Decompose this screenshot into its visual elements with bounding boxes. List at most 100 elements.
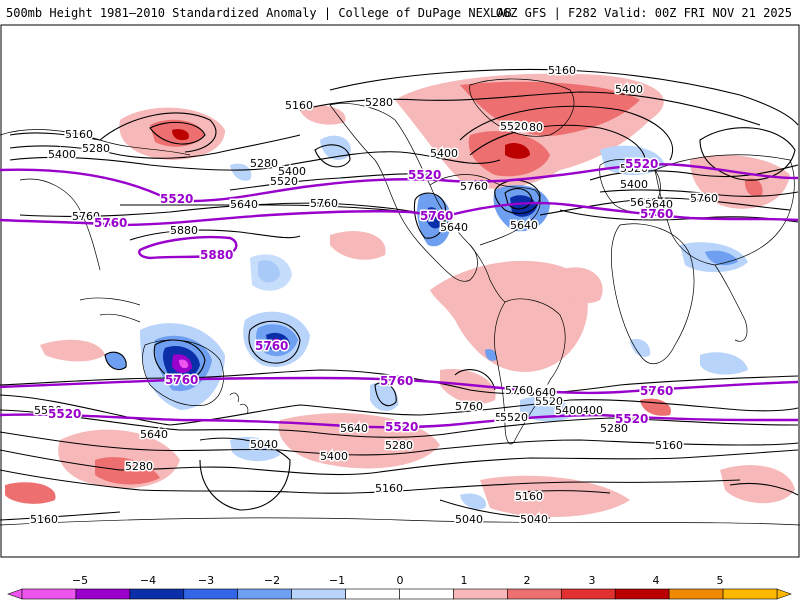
- contour-5160-bottom: [0, 482, 799, 521]
- colorbar-tick-label: 0: [397, 574, 404, 587]
- coast-africa: [610, 223, 695, 365]
- contour-gl-low-2: [504, 187, 533, 210]
- coast-nz: [229, 392, 249, 415]
- contour-label: 5640: [528, 386, 556, 399]
- model-run-info: 06Z GFS | F282 Valid: 00Z FRI NOV 21 202…: [495, 6, 792, 20]
- colorbar-right-arrow: [776, 588, 792, 600]
- purple-contour-label: 5760: [640, 207, 673, 221]
- contour-5280-alaska: [9, 134, 301, 159]
- purple-contour-label: 5520: [385, 420, 418, 434]
- coastlines: [0, 78, 800, 526]
- coast-greenland: [469, 78, 575, 137]
- contour-label: 5280: [365, 96, 393, 109]
- colorbar-cell: [345, 588, 400, 600]
- coast-central-america: [469, 244, 506, 303]
- contour-label: 5520: [620, 162, 648, 175]
- contour-5520-east: [599, 189, 799, 197]
- positive-anomaly-hudson-core: [505, 143, 530, 159]
- colorbar-tick-label: 4: [653, 574, 660, 587]
- contour-label: 5280: [82, 142, 110, 155]
- contour-5400-south: [0, 431, 799, 456]
- purple-contour-label: 5520: [625, 157, 658, 171]
- contour-label: 5640: [510, 219, 538, 232]
- contour-5160-north: [329, 68, 799, 126]
- contour-nw-loop: [314, 144, 351, 168]
- colorbar-tick-label: 5: [717, 574, 724, 587]
- coast-antarctica: [0, 517, 800, 526]
- contour-label: 5400: [320, 450, 348, 463]
- colorbar-cell: [507, 588, 562, 600]
- positive-anomaly-atlantic: [430, 260, 588, 372]
- positive-anomaly-sw: [5, 482, 56, 504]
- contour-5760-north: [19, 202, 431, 217]
- purple-contour-label: 5760: [94, 216, 127, 230]
- colorbar-tick-label: −2: [264, 574, 280, 587]
- purple-contour-label: 5520: [615, 412, 648, 426]
- positive-anomaly-greenland-core: [460, 81, 640, 136]
- colorbar-tick-label: −3: [198, 574, 214, 587]
- coast-europe: [599, 159, 661, 213]
- purple-5520-north: [0, 163, 799, 203]
- colorbar: −5 −4 −3 −2 −1 0 1 2 3 4 5: [7, 574, 792, 600]
- contour-label: 5640: [440, 221, 468, 234]
- negative-anomaly-indian: [105, 352, 127, 370]
- contour-label: 5520: [500, 411, 528, 424]
- purple-contour-label: 5520: [160, 192, 193, 206]
- contour-5880-tropic: [129, 229, 301, 241]
- coast-south-america: [494, 298, 566, 445]
- contour-label: 5400: [555, 404, 583, 417]
- positive-anomaly-south-atlantic: [440, 369, 496, 405]
- contour-5520-south: [0, 409, 799, 438]
- contour-label: 5280: [515, 121, 543, 134]
- contour-label: 5400: [278, 165, 306, 178]
- purple-contour-label: 5520: [408, 168, 441, 182]
- contour-greenland-a: [459, 105, 674, 161]
- contour-5640-east: [539, 197, 791, 216]
- colorbar-tick-label: 1: [461, 574, 468, 587]
- contour-label: 5040: [520, 513, 548, 526]
- contour-greenland-b: [469, 124, 647, 171]
- contour-label: 5640: [630, 196, 658, 209]
- colorbar-cell: [21, 588, 77, 600]
- contour-label: 5160: [30, 513, 58, 526]
- contour-5160-alaska: [9, 112, 217, 153]
- contour-europe-loop: [699, 127, 796, 181]
- colorbar-cell: [237, 588, 292, 600]
- positive-anomaly-russia-core: [744, 178, 763, 197]
- contour-label: 5160: [375, 482, 403, 495]
- contour-label: 5520: [495, 411, 523, 424]
- coast-north-america: [329, 103, 478, 282]
- contour-5040-south: [199, 437, 291, 511]
- contour-label: 5640: [340, 422, 368, 435]
- contour-label: 5280: [600, 422, 628, 435]
- contour-label: 5760: [460, 180, 488, 193]
- negative-anomaly-hawaii-light: [250, 254, 292, 291]
- purple-contour-label: 5880: [200, 248, 233, 262]
- contour-label: 5760: [310, 197, 338, 210]
- colorbar-tick-label: 3: [589, 574, 596, 587]
- contour-5280-north: [299, 91, 761, 126]
- colorbar-cell: [291, 588, 346, 600]
- contour-label: 5280: [250, 157, 278, 170]
- contour-label: 5640: [645, 198, 673, 211]
- coast-east-asia-left: [19, 178, 101, 271]
- contour-label: 5520: [34, 404, 62, 417]
- contour-label: 5400: [48, 148, 76, 161]
- colorbar-ticks: −5 −4 −3 −2 −1 0 1 2 3 4 5: [72, 574, 724, 587]
- contour-alaska-inner: [149, 121, 206, 145]
- colorbar-cell: [129, 588, 185, 600]
- height-contours: [0, 68, 799, 521]
- purple-contour-label: 5760: [380, 374, 413, 388]
- coast-indonesia: [79, 297, 141, 323]
- contour-label: 5160: [548, 64, 576, 77]
- contour-label: 5520: [535, 395, 563, 408]
- coast-australia: [142, 339, 224, 406]
- map-title: 500mb Height 1981–2010 Standardized Anom…: [6, 6, 512, 20]
- contour-label: 5640: [140, 428, 168, 441]
- negative-anomaly-rockies-core: [426, 207, 443, 229]
- positive-anomaly-sw-pacific: [40, 339, 105, 362]
- contour-5280-south: [0, 449, 799, 476]
- contour-label: 5760: [72, 210, 100, 223]
